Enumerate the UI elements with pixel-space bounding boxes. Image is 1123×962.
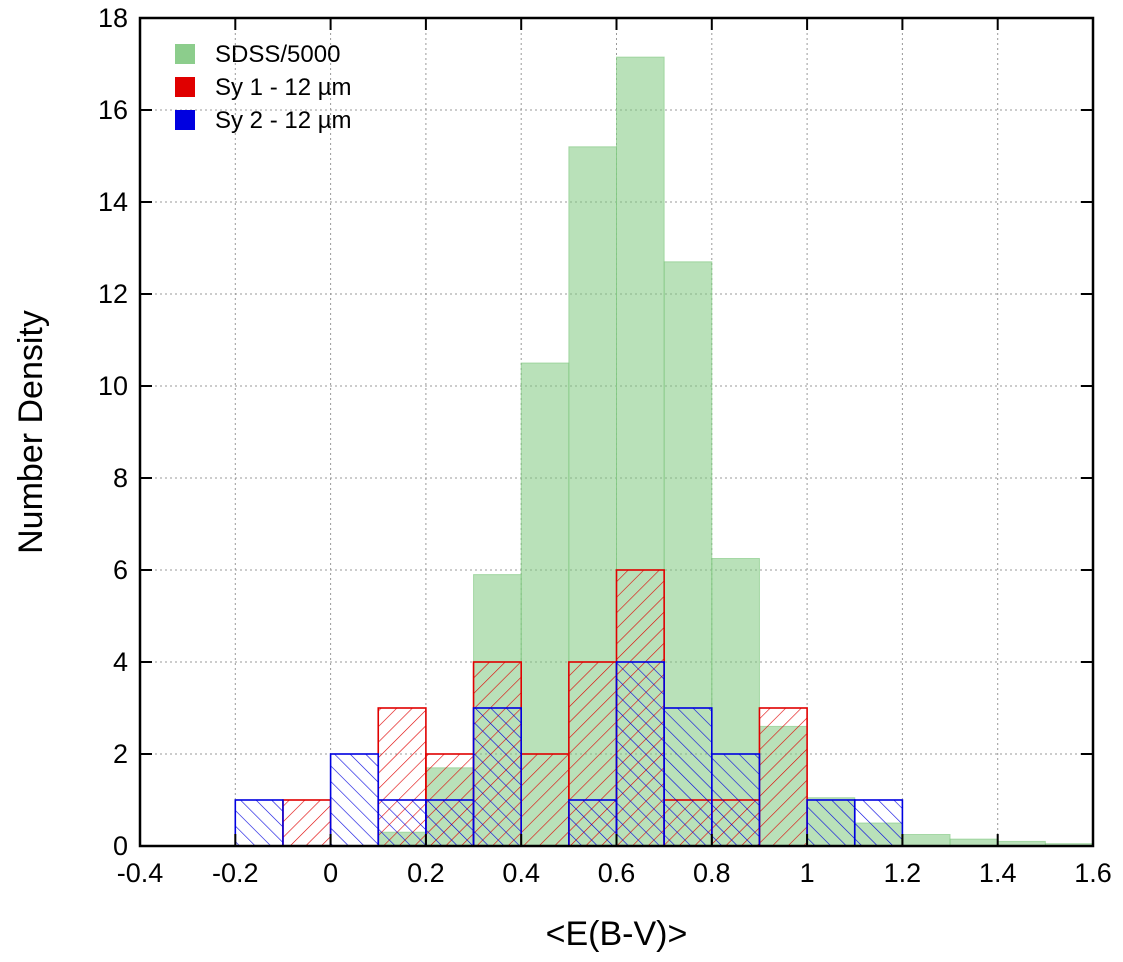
x-tick-label: 1.6	[1074, 858, 1112, 888]
legend: SDSS/5000 Sy 1 - 12 µm Sy 2 - 12 µm	[175, 41, 352, 134]
bar-sy1	[758, 707, 808, 847]
legend-swatch	[175, 110, 195, 130]
y-tick-label: 16	[98, 95, 128, 125]
bar-sy1	[520, 753, 570, 847]
x-tick-label: 1.4	[979, 858, 1017, 888]
bar-sy2	[615, 661, 665, 847]
x-tick-label: 0.6	[598, 858, 636, 888]
legend-swatch	[175, 44, 195, 64]
y-tick-label: 6	[113, 555, 128, 585]
bar-sy2	[425, 799, 475, 847]
x-tick-label: 1	[800, 858, 815, 888]
y-tick-label: 8	[113, 463, 128, 493]
x-tick-label: -0.2	[212, 858, 259, 888]
y-tick-label: 12	[98, 279, 128, 309]
bar-sy2	[568, 799, 618, 847]
bar-sy2	[377, 799, 427, 847]
bar-sy2	[472, 707, 522, 847]
bar-sy2	[234, 799, 284, 847]
y-tick-label: 14	[98, 187, 128, 217]
legend-label: Sy 1 - 12 µm	[215, 74, 352, 101]
x-tick-label: 0.4	[502, 858, 540, 888]
x-tick-label: 0.8	[693, 858, 731, 888]
tick-labels: -0.4 -0.2 0 0.2 0.4 0.6 0.8 1 1.2 1.4 1.6 0 2 4 6 8 10 12…	[98, 3, 1112, 888]
y-tick-label: 18	[98, 3, 128, 33]
bar-sdss	[901, 834, 951, 847]
x-tick-label: -0.4	[117, 858, 164, 888]
x-axis-title: <E(B-V)>	[546, 915, 688, 953]
bar-sy2	[806, 799, 856, 847]
bar-sy2	[710, 753, 761, 847]
x-tick-label: 1.2	[884, 858, 922, 888]
y-tick-label: 0	[113, 831, 128, 861]
bar-sy2	[853, 799, 904, 847]
x-tick-label: 0	[323, 858, 338, 888]
bar-sy1	[282, 799, 332, 847]
legend-label: Sy 2 - 12 µm	[215, 107, 352, 134]
legend-swatch	[175, 77, 195, 97]
bar-sy2	[663, 707, 713, 847]
y-axis-title: Number Density	[12, 310, 50, 554]
y-tick-label: 10	[98, 371, 128, 401]
x-tick-label: 0.2	[407, 858, 445, 888]
axis-ticks	[139, 17, 1094, 847]
legend-label: SDSS/5000	[215, 41, 340, 68]
y-tick-label: 4	[113, 647, 128, 677]
y-tick-label: 2	[113, 739, 128, 769]
bars	[234, 56, 1094, 847]
bar-sy2	[329, 753, 380, 847]
